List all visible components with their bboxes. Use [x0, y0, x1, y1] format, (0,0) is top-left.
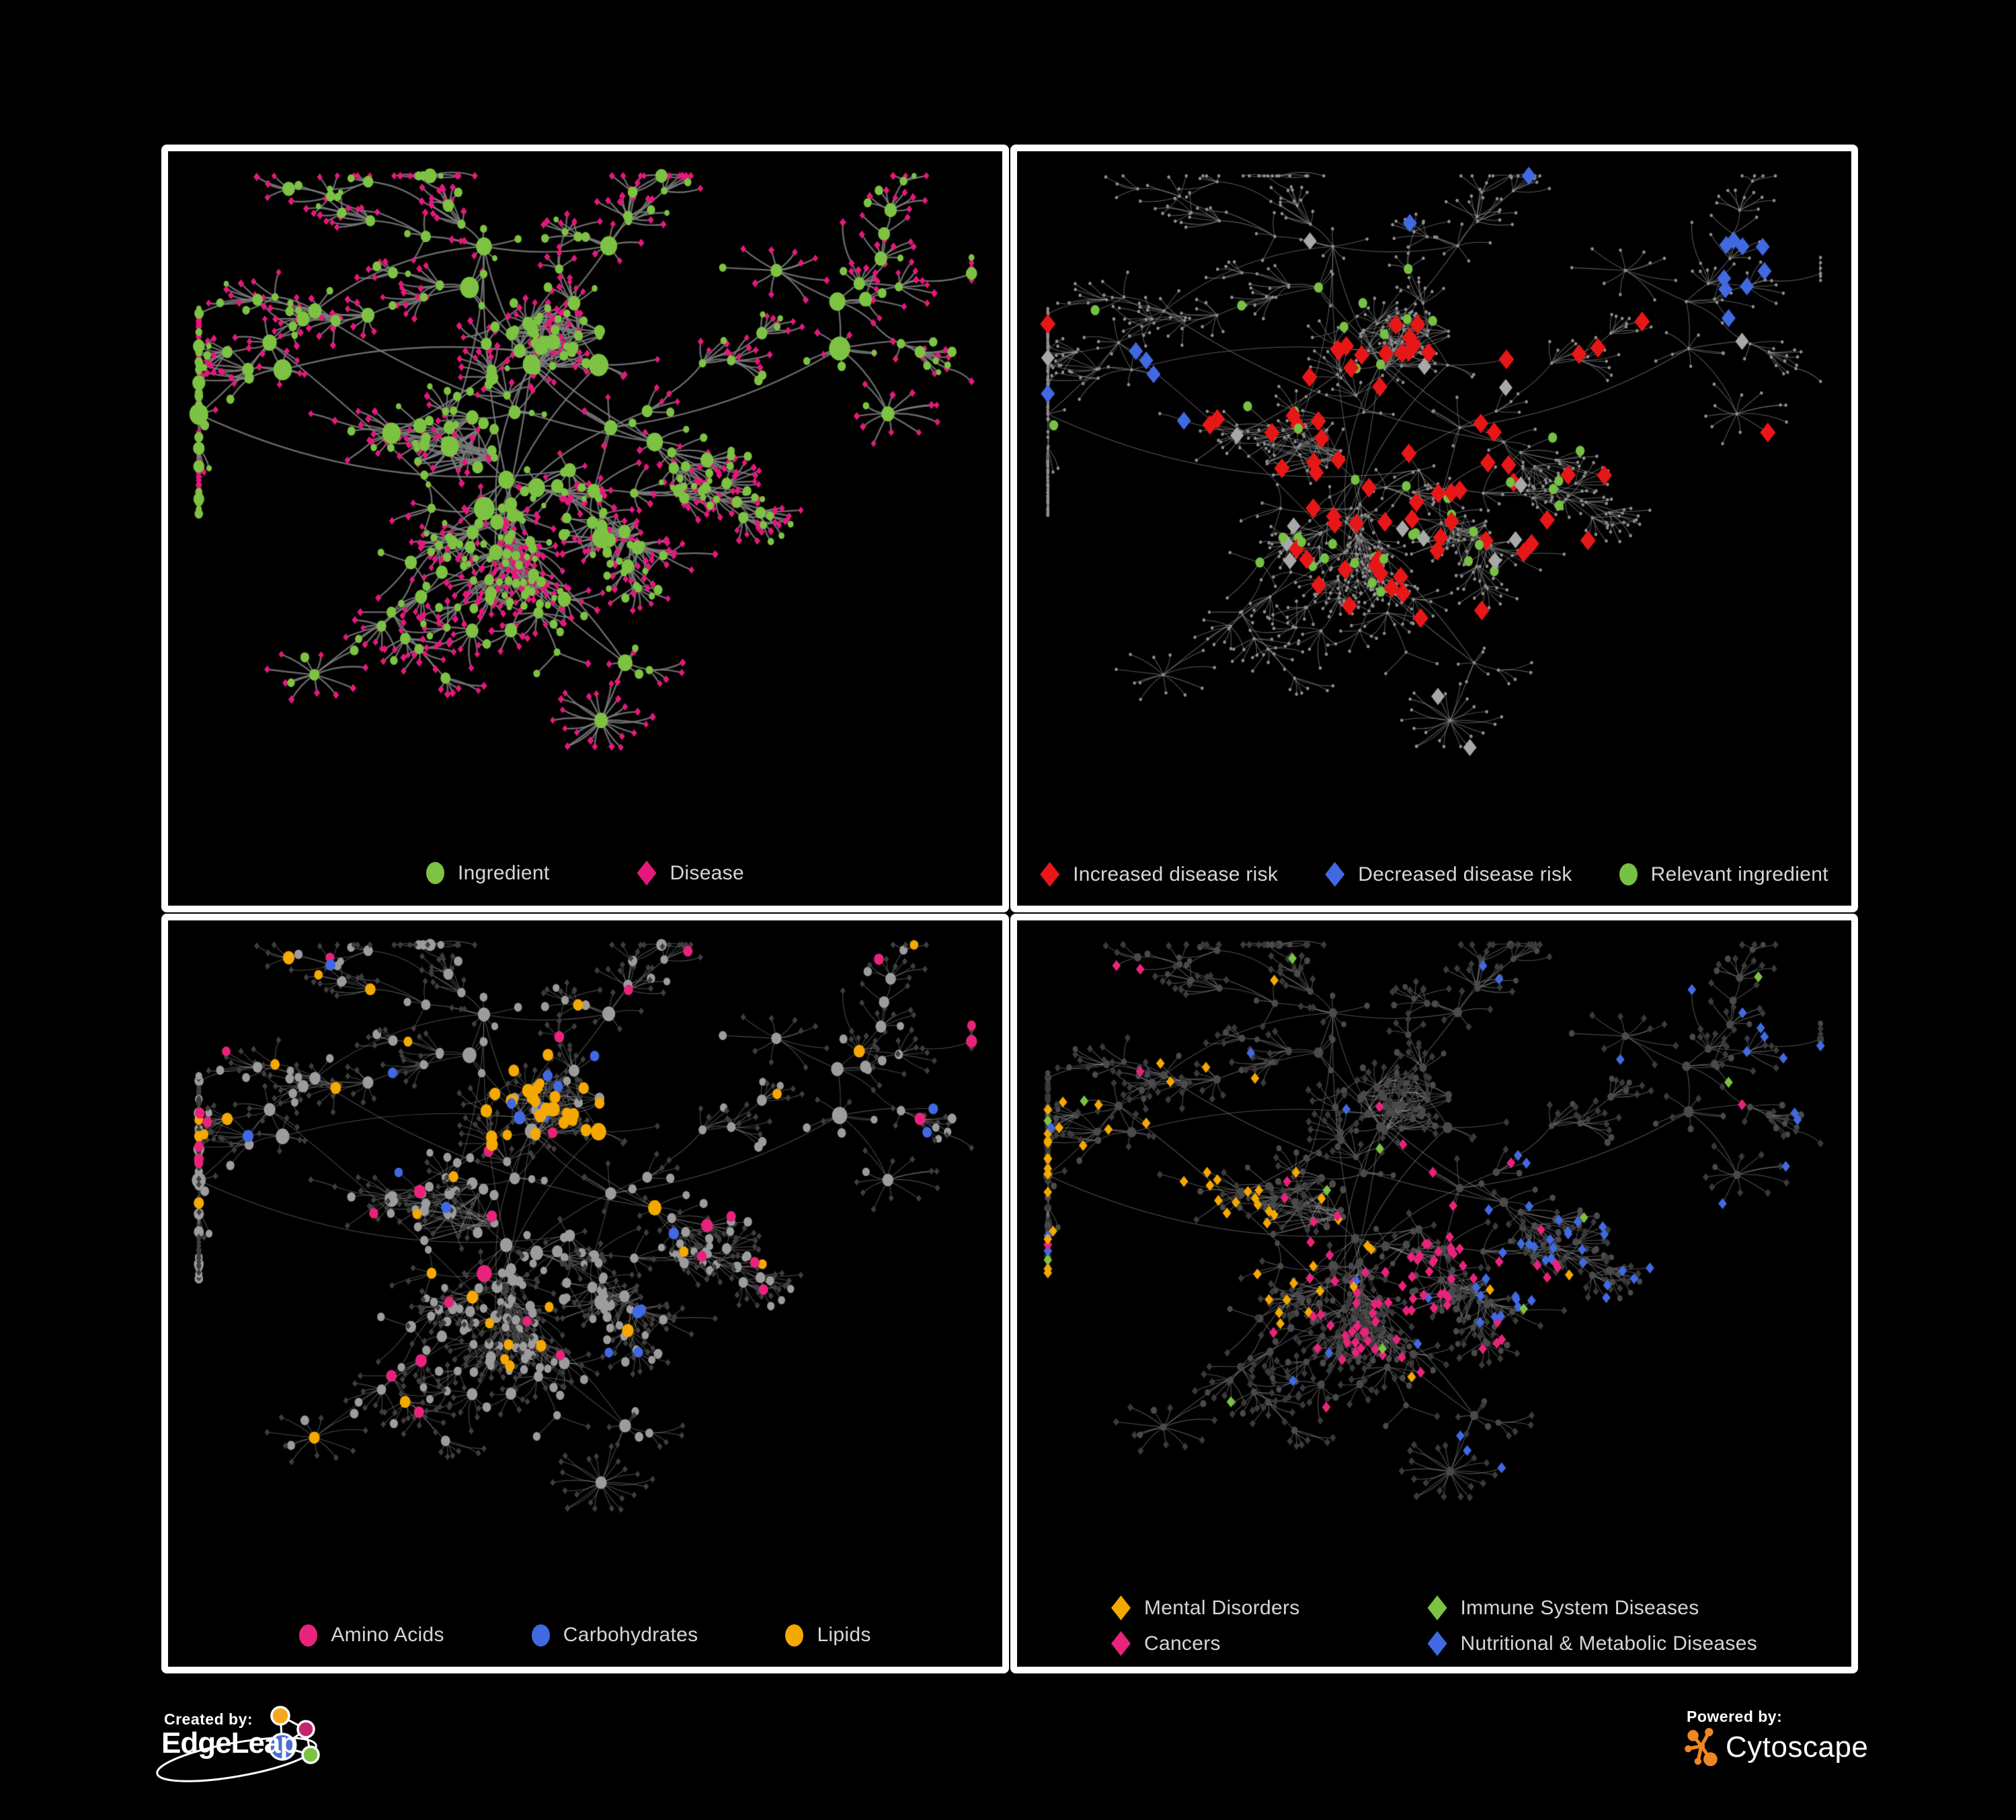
legend-label-lipids: Lipids [817, 1624, 871, 1646]
legend-item-mental-disorders: Mental Disorders [1111, 1595, 1300, 1620]
legend-nutrient-classes: Amino Acids Carbohydrates Lipids [168, 1624, 1002, 1647]
created-by-label: Created by: [164, 1710, 253, 1728]
legend-label-amino-acids: Amino Acids [331, 1624, 444, 1646]
edgeleap-credit: Created by: EdgeLeap [155, 1702, 397, 1810]
legend-label-increased-risk: Increased disease risk [1073, 863, 1279, 885]
immune-diseases-marker-icon [1427, 1595, 1447, 1620]
legend-item-increased-risk: Increased disease risk [1040, 862, 1278, 887]
amino-acids-marker-icon [299, 1624, 318, 1647]
legend-item-immune-diseases: Immune System Diseases [1427, 1595, 1757, 1620]
legend-label-mental-disorders: Mental Disorders [1144, 1596, 1300, 1619]
powered-by-label: Powered by: [1687, 1708, 1783, 1725]
legend-label-immune-diseases: Immune System Diseases [1460, 1596, 1699, 1619]
cytoscape-logo-icon [1685, 1728, 1718, 1766]
legend-label-carbohydrates: Carbohydrates [563, 1624, 698, 1646]
legend-disease-risk: Increased disease risk Decreased disease… [1017, 862, 1851, 887]
legend-item-decreased-risk: Decreased disease risk [1325, 862, 1572, 887]
cancers-marker-icon [1111, 1631, 1131, 1656]
network-canvas-nutrient-classes [168, 920, 1002, 1667]
legend-label-disease: Disease [670, 861, 744, 884]
carbohydrates-marker-icon [531, 1624, 550, 1647]
legend-item-lipids: Lipids [785, 1624, 871, 1647]
ingredient-marker-icon [426, 862, 445, 884]
network-canvas-disease-risk [1017, 151, 1851, 906]
legend-label-cancers: Cancers [1144, 1632, 1221, 1655]
legend-item-relevant-ingredient: Relevant ingredient [1619, 863, 1828, 886]
figure-grid: Ingredient Disease Increased disease ris… [161, 145, 1858, 1673]
legend-label-nutritional-metabolic: Nutritional & Metabolic Diseases [1460, 1632, 1757, 1655]
legend-label-relevant-ingredient: Relevant ingredient [1650, 863, 1828, 885]
mental-disorders-marker-icon [1111, 1595, 1131, 1620]
decreased-risk-marker-icon [1325, 862, 1345, 887]
legend-item-disease: Disease [637, 861, 744, 885]
increased-risk-marker-icon [1040, 862, 1060, 887]
cytoscape-logo-row: Cytoscape [1684, 1727, 1868, 1768]
network-canvas-disease-classes [1017, 920, 1851, 1667]
panel-disease-risk: Increased disease risk Decreased disease… [1010, 145, 1858, 912]
legend-item-ingredient: Ingredient [426, 862, 549, 885]
lipids-marker-icon [785, 1624, 804, 1647]
cytoscape-brand-text: Cytoscape [1726, 1731, 1869, 1764]
nutritional-metabolic-marker-icon [1427, 1631, 1447, 1656]
legend-item-amino-acids: Amino Acids [299, 1624, 444, 1647]
legend-item-nutritional-metabolic: Nutritional & Metabolic Diseases [1427, 1631, 1757, 1656]
legend-label-ingredient: Ingredient [458, 861, 550, 884]
legend-label-decreased-risk: Decreased disease risk [1358, 863, 1572, 885]
edgeleap-brand-text: EdgeLeap [161, 1727, 298, 1759]
legend-ingredient-disease: Ingredient Disease [168, 861, 1002, 885]
relevant-ingredient-marker-icon [1619, 863, 1638, 885]
disease-marker-icon [637, 861, 657, 885]
panel-nutrient-classes: Amino Acids Carbohydrates Lipids [161, 914, 1009, 1673]
cytoscape-credit: Powered by: Cytoscape [1684, 1708, 1912, 1795]
panel-ingredient-disease: Ingredient Disease [161, 145, 1009, 912]
edgeleap-logo-icon [156, 1706, 320, 1782]
network-canvas-ingredient-disease [168, 151, 1002, 906]
legend-item-cancers: Cancers [1111, 1631, 1300, 1656]
panel-disease-classes: Mental Disorders Immune System Diseases … [1010, 914, 1858, 1673]
legend-disease-classes: Mental Disorders Immune System Diseases … [1017, 1595, 1851, 1656]
legend-item-carbohydrates: Carbohydrates [531, 1624, 698, 1647]
